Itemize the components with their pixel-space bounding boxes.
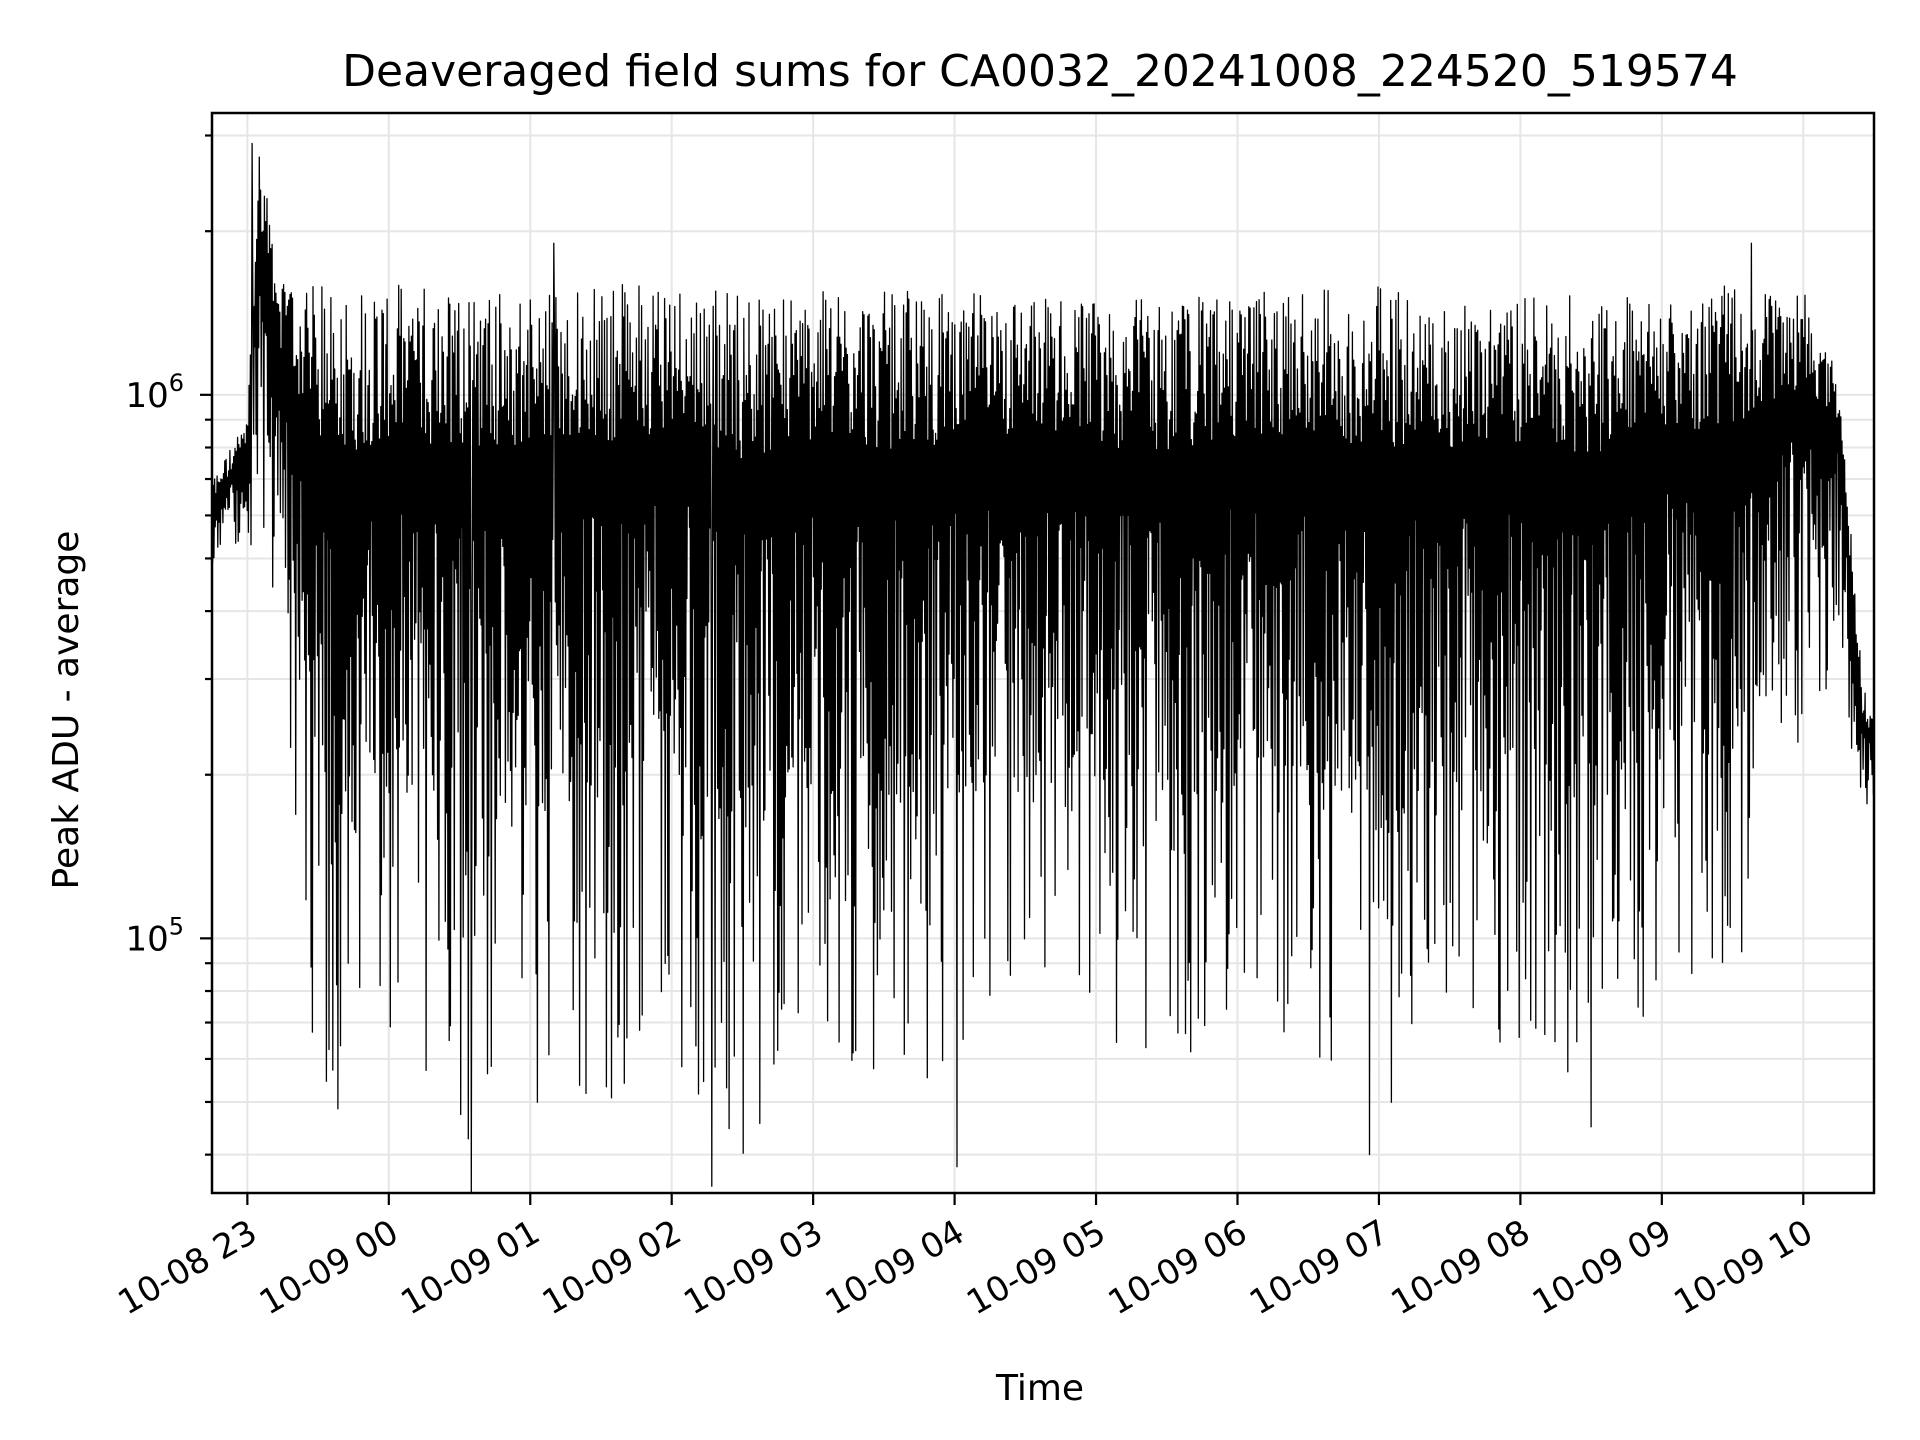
y-tick-label: 106 xyxy=(125,369,184,416)
y-tick-label: 105 xyxy=(125,912,184,959)
series-line xyxy=(211,142,1875,1194)
plot-frame xyxy=(210,111,1876,1195)
y-axis: 105 106 xyxy=(125,134,212,1156)
y-axis-label: Peak ADU - average xyxy=(46,531,87,890)
chart-title: Deaveraged field sums for CA0032_2024100… xyxy=(342,46,1738,97)
x-axis-label: Time xyxy=(995,1368,1084,1409)
series xyxy=(211,142,1875,1194)
